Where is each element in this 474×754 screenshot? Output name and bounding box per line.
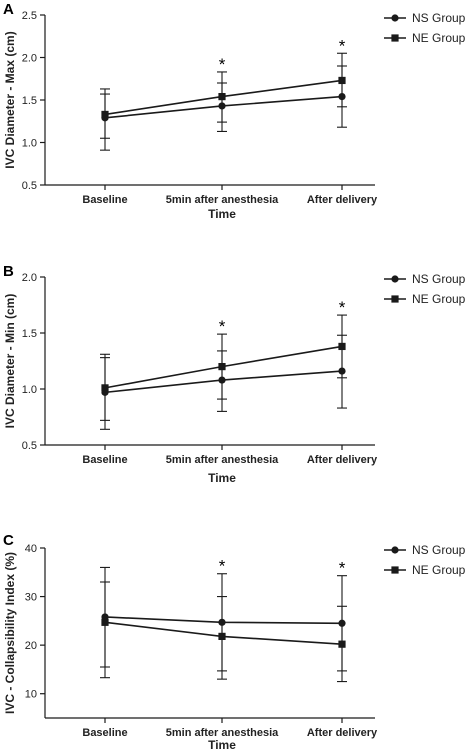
x-tick-label: Baseline [82,727,127,739]
significance-asterisk: * [219,557,226,576]
y-tick-label: 30 [25,592,37,604]
data-point-circle [218,376,226,384]
legend-marker-square [391,295,399,303]
legend-label: NS Group [412,543,466,557]
y-tick-label: 10 [25,689,37,701]
x-tick-label: 5min after anesthesia [166,727,279,739]
y-tick-label: 2.0 [22,272,37,284]
significance-asterisk: * [339,559,346,578]
legend-marker-square [391,34,399,42]
x-axis-title: Time [208,207,236,221]
x-tick-label: After delivery [307,454,378,466]
x-axis-title: Time [208,471,236,485]
data-point-square [218,93,226,101]
y-tick-label: 1.0 [22,138,37,150]
data-point-circle [338,619,346,627]
data-point-square [101,110,109,119]
x-tick-label: 5min after anesthesia [166,194,279,206]
chart-panel-b: B 0.5 1.0 1.5 2.0 Baseline 5min after anesthes… [3,263,466,485]
x-tick-label: Baseline [82,454,127,466]
legend-marker-circle [391,14,399,22]
x-axis-title: Time [208,738,236,752]
data-point-square [218,632,226,640]
data-point-circle [338,367,346,375]
legend-marker-square [391,566,399,574]
x-tick-label: 5min after anesthesia [166,454,279,466]
data-point-square [338,76,346,85]
data-point-square [338,640,346,648]
data-point-square [218,363,226,371]
legend-marker-circle [391,546,399,554]
chart-panel-a: A 0.5 1.0 1.5 2.0 2.5 Baseline 5min after anest… [3,1,466,221]
data-point-circle [218,618,226,626]
x-tick-label: Baseline [82,194,127,206]
data-point-square [101,618,109,626]
y-tick-label: 2.5 [22,10,37,22]
data-point-circle [218,102,226,110]
y-axis-title: IVC - Collapsibility Index (%) [3,552,17,714]
legend-marker-circle [391,275,399,283]
legend-label: NE Group [412,31,466,45]
y-axis-title: IVC Diameter - Min (cm) [3,294,17,429]
data-point-square [338,342,346,351]
significance-asterisk: * [219,55,226,74]
panel-letter: C [3,532,14,549]
y-tick-label: 0.5 [22,180,37,192]
x-tick-label: After delivery [307,194,378,206]
panel-letter: B [3,263,14,280]
x-tick-label: After delivery [307,727,378,739]
y-axis-title: IVC Diameter - Max (cm) [3,31,17,168]
y-tick-label: 1.5 [22,328,37,340]
legend-label: NE Group [412,563,466,577]
panel-letter: A [3,1,14,18]
legend-label: NS Group [412,272,466,286]
y-tick-label: 1.5 [22,95,37,107]
data-point-square [101,384,109,392]
significance-asterisk: * [339,298,346,317]
y-tick-label: 0.5 [22,440,37,452]
y-tick-label: 1.0 [22,384,37,396]
y-tick-label: 2.0 [22,53,37,65]
y-tick-label: 40 [25,543,37,555]
legend-label: NE Group [412,292,466,306]
chart-panel-c: C 10 20 30 40 Baseline 5min after anesthesia Af… [3,532,466,752]
legend-label: NS Group [412,11,466,25]
significance-asterisk: * [339,36,346,55]
y-tick-label: 20 [25,640,37,652]
significance-asterisk: * [219,317,226,336]
data-point-circle [338,93,346,101]
